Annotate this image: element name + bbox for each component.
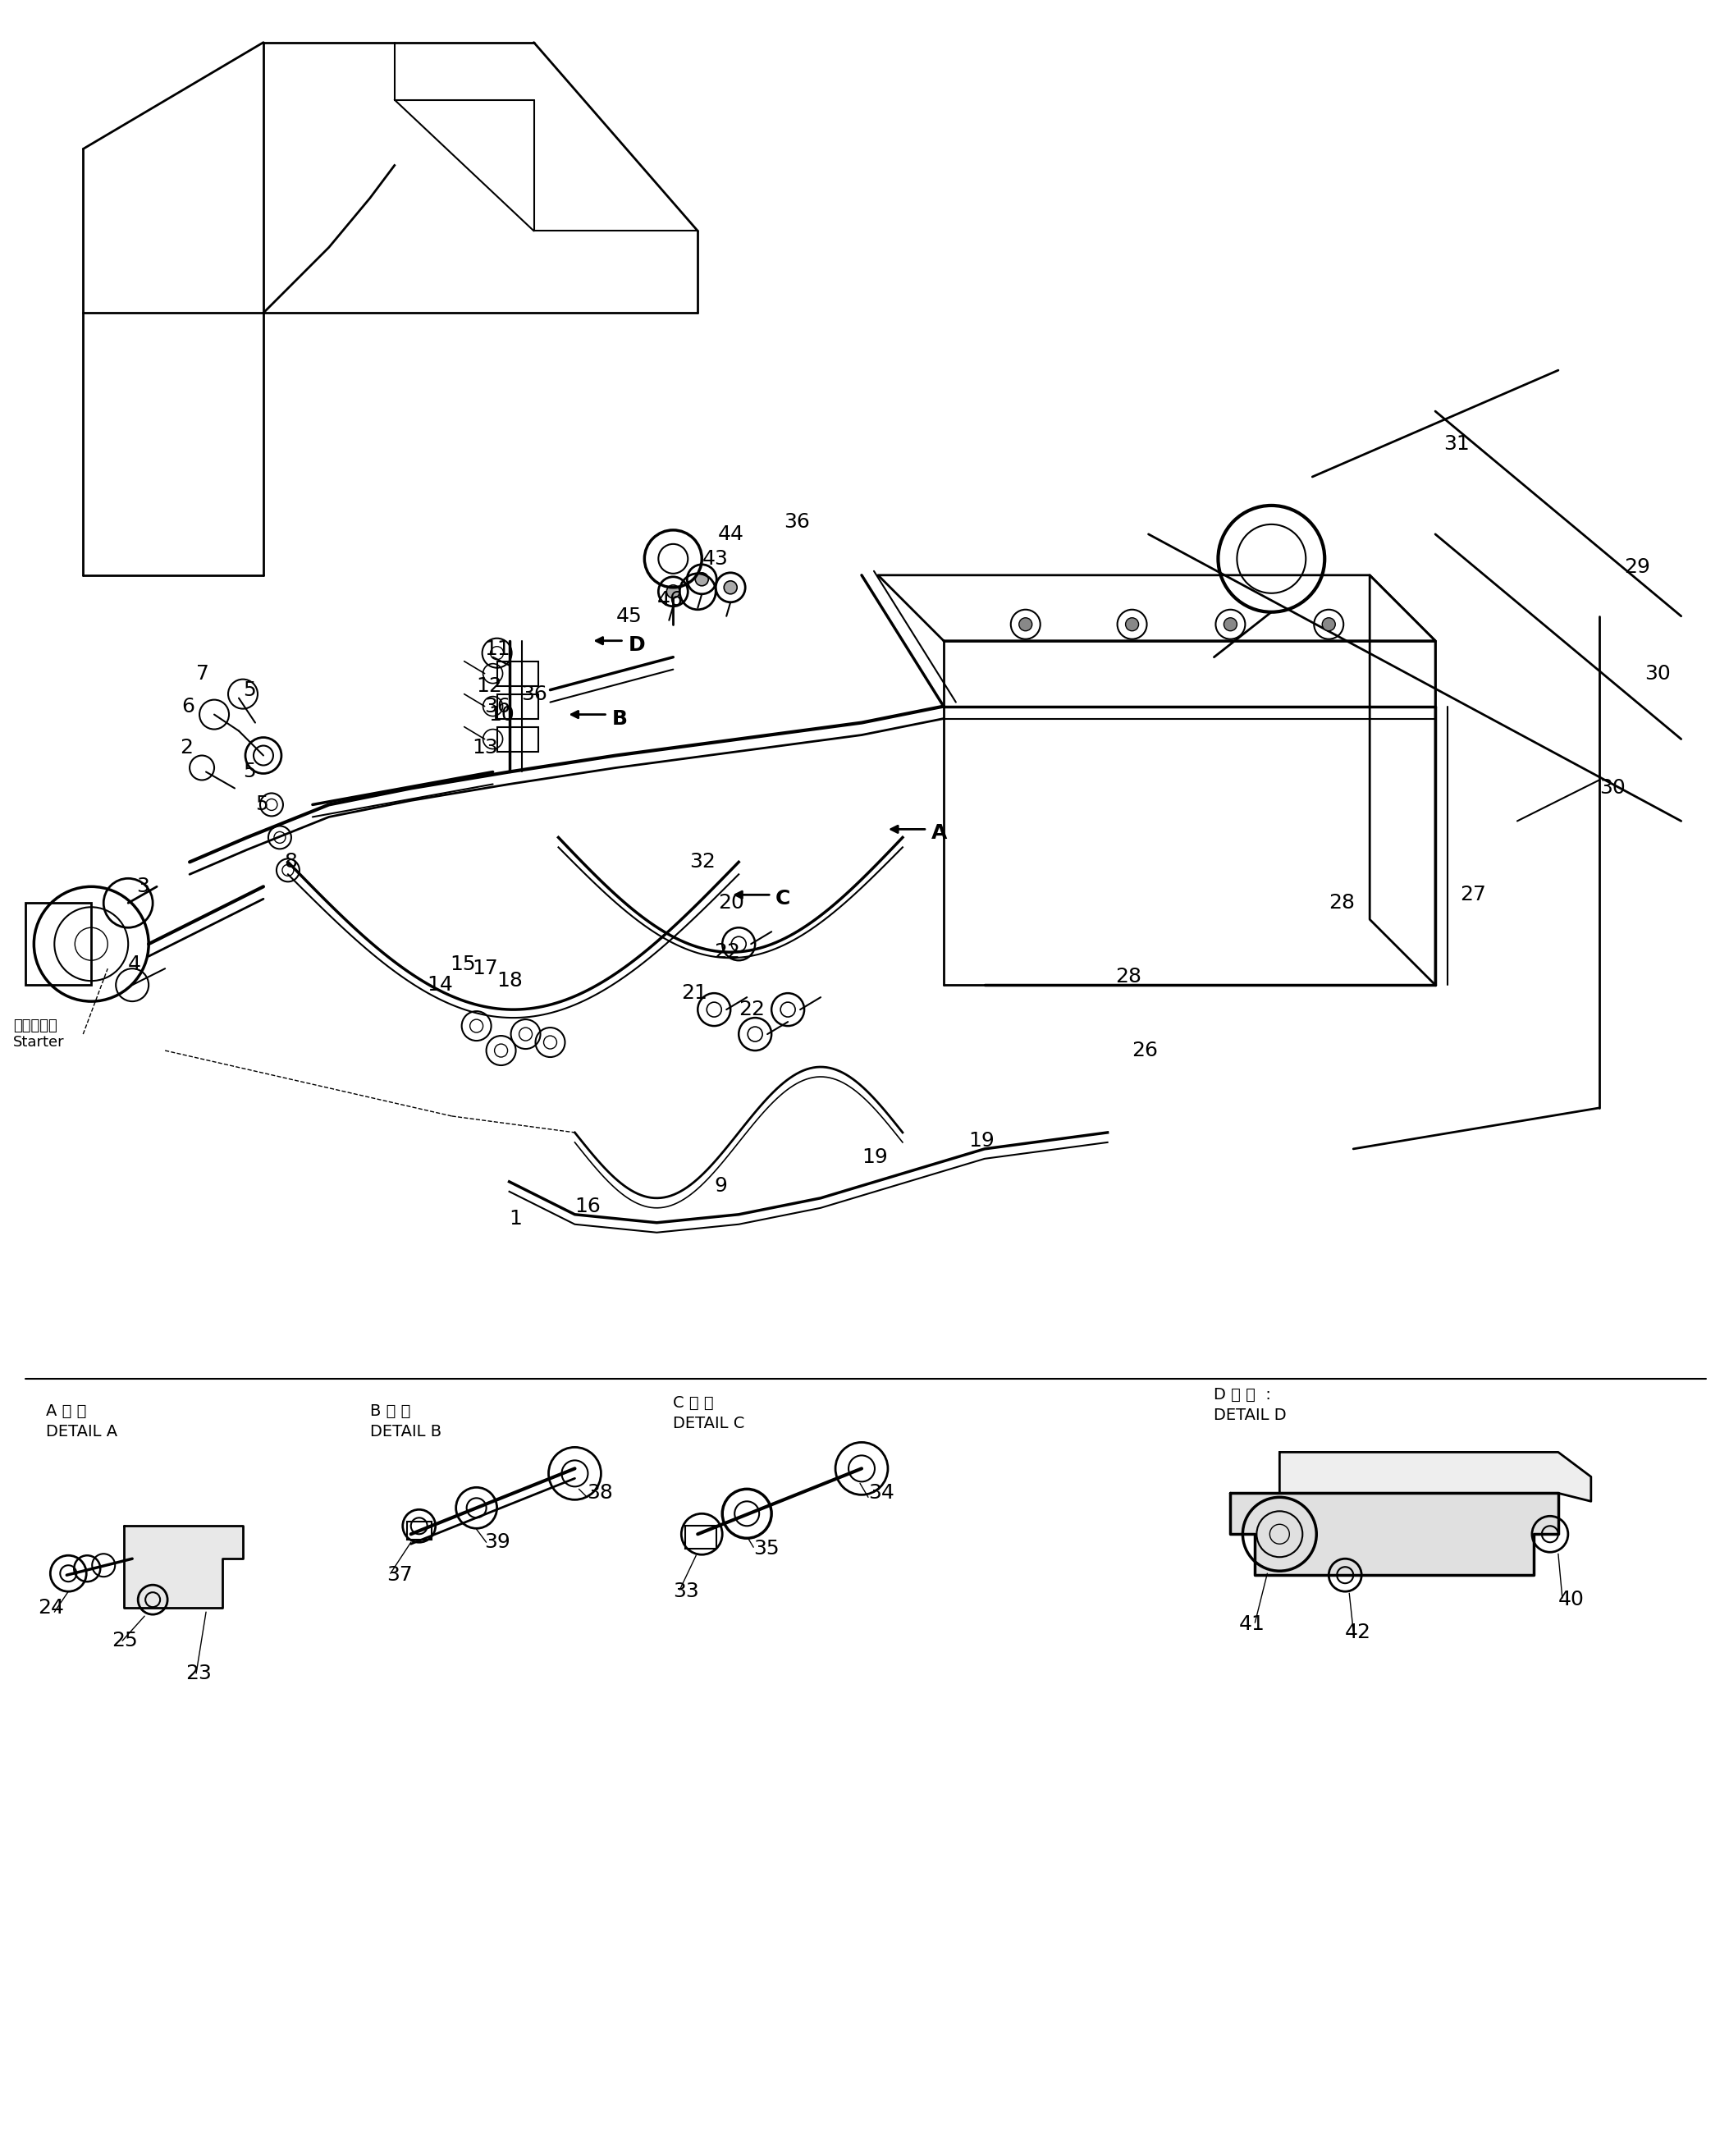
Text: 34: 34 <box>868 1483 894 1503</box>
Polygon shape <box>1279 1453 1591 1501</box>
Text: 11: 11 <box>484 638 510 660</box>
Text: 10: 10 <box>489 705 515 724</box>
Text: B 詳 細: B 詳 細 <box>370 1404 410 1419</box>
Text: 26: 26 <box>1132 1041 1158 1061</box>
Polygon shape <box>124 1526 242 1608</box>
Text: 36: 36 <box>783 511 809 533</box>
Text: 45: 45 <box>616 606 641 625</box>
Text: 6: 6 <box>182 696 195 716</box>
Text: 12: 12 <box>477 677 503 696</box>
Text: 33: 33 <box>673 1583 699 1602</box>
Circle shape <box>724 580 737 595</box>
Circle shape <box>695 573 709 586</box>
Circle shape <box>1126 619 1139 632</box>
Text: 23: 23 <box>185 1664 211 1684</box>
Text: スターター: スターター <box>14 1018 57 1033</box>
Text: 20: 20 <box>718 893 745 912</box>
Text: 21: 21 <box>681 983 707 1003</box>
Circle shape <box>1018 619 1032 632</box>
Text: 28: 28 <box>1115 966 1141 987</box>
Text: 24: 24 <box>38 1598 64 1617</box>
Text: 22: 22 <box>738 1000 764 1020</box>
Text: 38: 38 <box>588 1483 614 1503</box>
Text: DETAIL B: DETAIL B <box>370 1423 441 1440</box>
Text: 13: 13 <box>472 737 498 757</box>
Bar <box>496 662 538 686</box>
Text: A: A <box>932 824 947 843</box>
Text: 31: 31 <box>1444 433 1470 455</box>
Text: 27: 27 <box>1459 884 1485 906</box>
Text: D: D <box>628 636 645 655</box>
Text: DETAIL A: DETAIL A <box>47 1423 118 1440</box>
Text: DETAIL C: DETAIL C <box>673 1416 745 1432</box>
Text: 39: 39 <box>484 1533 510 1552</box>
Text: 2: 2 <box>180 737 194 757</box>
Text: 22: 22 <box>714 942 740 962</box>
Text: 43: 43 <box>702 550 728 569</box>
Text: 30: 30 <box>1644 664 1670 683</box>
Text: 4: 4 <box>128 955 142 975</box>
Text: 25: 25 <box>112 1630 138 1651</box>
Text: 44: 44 <box>718 524 745 543</box>
Text: 15: 15 <box>450 955 475 975</box>
Text: 35: 35 <box>754 1539 780 1559</box>
Text: 30: 30 <box>1599 778 1625 798</box>
Text: 32: 32 <box>690 852 716 871</box>
Bar <box>406 1522 432 1539</box>
Text: 28: 28 <box>1330 893 1356 912</box>
Text: 42: 42 <box>1345 1623 1371 1643</box>
Text: 5: 5 <box>256 796 268 815</box>
Text: 5: 5 <box>242 761 256 783</box>
Text: 5: 5 <box>242 679 256 701</box>
Text: B: B <box>612 709 628 729</box>
Bar <box>685 1526 716 1548</box>
Text: DETAIL D: DETAIL D <box>1214 1408 1286 1423</box>
Text: 36: 36 <box>484 696 510 716</box>
Bar <box>26 903 92 985</box>
Text: 9: 9 <box>714 1175 728 1197</box>
Text: 40: 40 <box>1558 1589 1584 1611</box>
Text: 19: 19 <box>968 1132 994 1151</box>
Circle shape <box>1323 619 1335 632</box>
Text: C 詳 細: C 詳 細 <box>673 1395 714 1410</box>
Text: C: C <box>776 888 790 910</box>
Text: 19: 19 <box>861 1147 887 1166</box>
Text: 7: 7 <box>195 664 209 683</box>
Text: 29: 29 <box>1624 556 1649 578</box>
Bar <box>496 727 538 752</box>
Text: 16: 16 <box>574 1197 602 1216</box>
Text: 3: 3 <box>137 877 149 897</box>
Text: 8: 8 <box>284 852 297 871</box>
Text: 18: 18 <box>496 970 524 992</box>
Polygon shape <box>1231 1494 1558 1576</box>
Text: 14: 14 <box>427 975 453 994</box>
Bar <box>496 694 538 718</box>
Circle shape <box>667 584 679 597</box>
Text: 1: 1 <box>510 1210 522 1229</box>
Text: D 詳 細  :: D 詳 細 : <box>1214 1386 1271 1404</box>
Text: 36: 36 <box>522 683 548 703</box>
Text: Starter: Starter <box>14 1035 64 1050</box>
Text: 46: 46 <box>657 591 683 610</box>
Circle shape <box>1224 619 1236 632</box>
Text: A 詳 細: A 詳 細 <box>47 1404 86 1419</box>
Text: 37: 37 <box>386 1565 412 1585</box>
Text: 17: 17 <box>472 959 498 979</box>
Text: 41: 41 <box>1238 1615 1266 1634</box>
